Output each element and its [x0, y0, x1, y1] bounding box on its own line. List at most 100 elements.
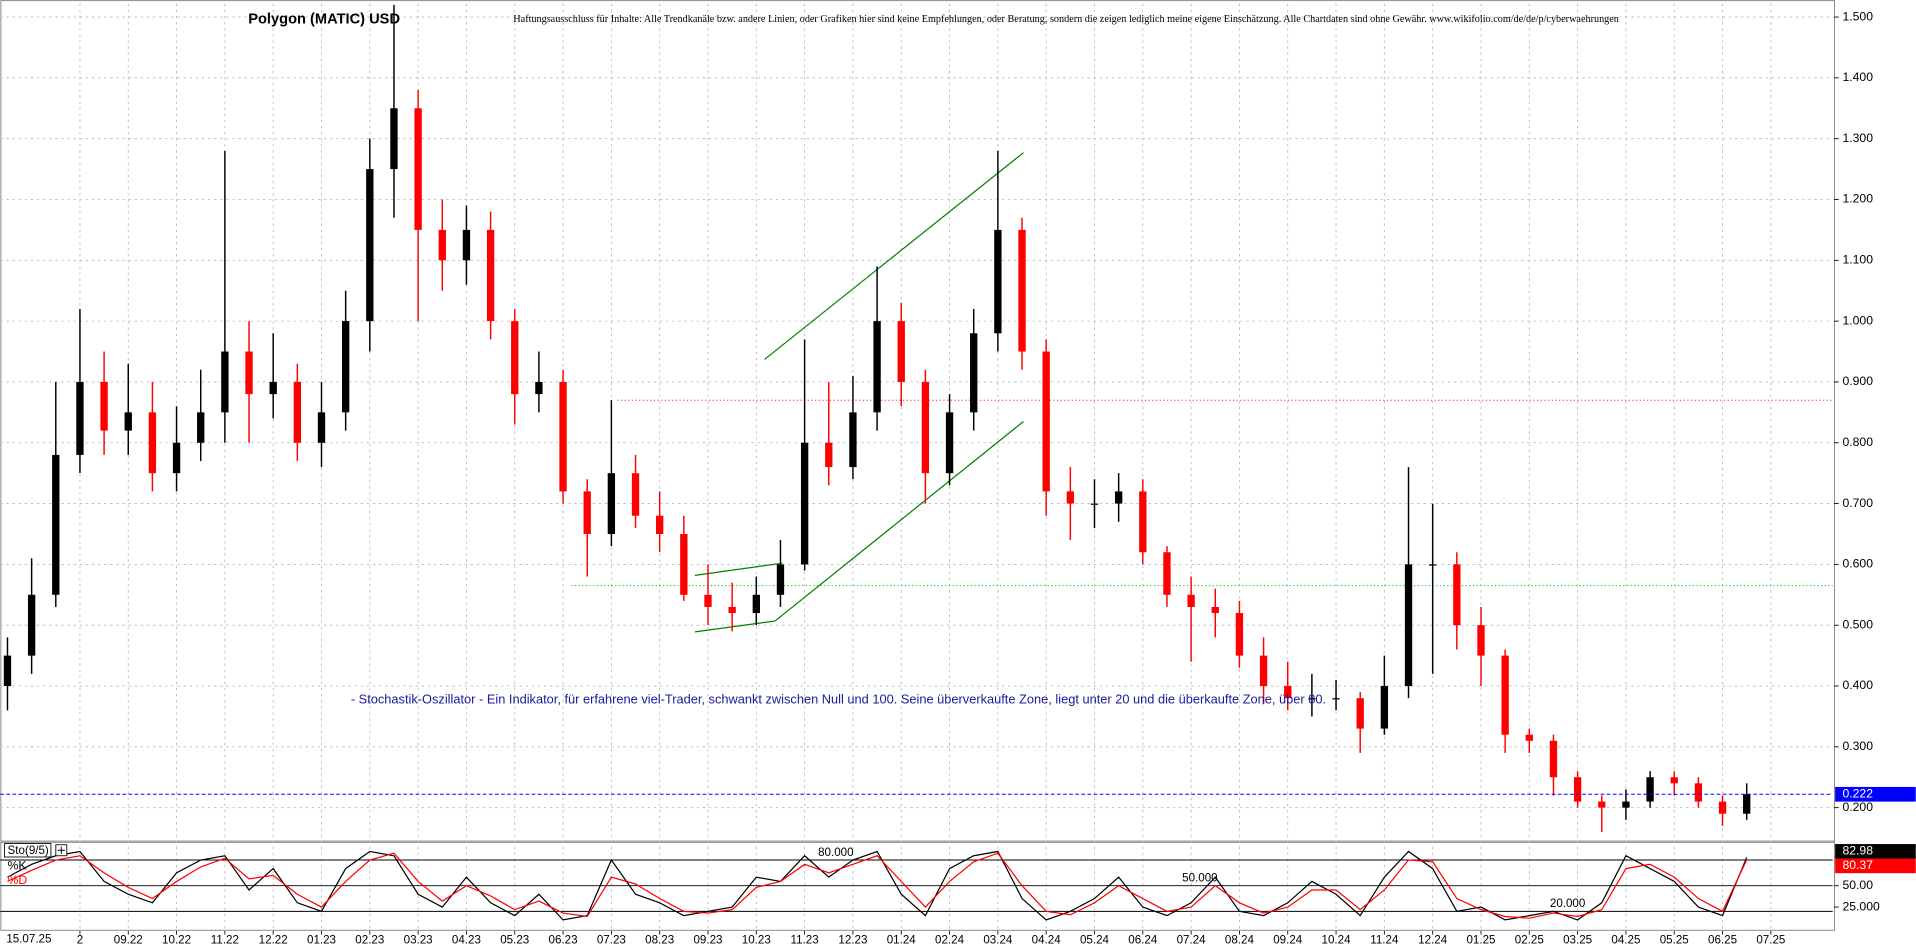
x-tick-label: 10.22: [162, 934, 191, 947]
candle-body: [390, 108, 398, 170]
x-tick-label: 11.23: [791, 934, 819, 947]
indicator-y-tick-label: 25.000: [1842, 899, 1880, 913]
indicator-last-label: 80.37: [1842, 858, 1873, 872]
date-label: 15.07.25: [6, 933, 51, 946]
candle-body: [728, 606, 736, 614]
candle-body: [994, 229, 1002, 334]
candle-body: [1284, 686, 1292, 699]
candle-body: [1380, 686, 1389, 729]
trend-line: [774, 420, 1024, 622]
indicator-level-label: 20.000: [1550, 897, 1585, 910]
legend-k: %K: [8, 858, 27, 872]
candle-body: [1066, 491, 1075, 504]
x-tick-label: 01.25: [1466, 934, 1495, 947]
candle-body: [317, 412, 326, 443]
x-tick-label: 06.25: [1708, 934, 1737, 947]
candle-body: [462, 229, 471, 261]
x-tick-label: 08.24: [1225, 934, 1255, 947]
candle-body: [873, 321, 881, 413]
candle-body: [341, 321, 350, 413]
candle-body: [1090, 503, 1099, 505]
candle-body: [148, 412, 157, 474]
candle-body: [1622, 801, 1630, 808]
candle-body: [1308, 698, 1316, 700]
y-tick-label: 0.800: [1842, 435, 1873, 449]
x-tick-label: 04.25: [1611, 934, 1640, 947]
candle-body: [1549, 740, 1558, 778]
x-tick-label: 05.23: [500, 934, 529, 947]
x-tick-label: 10.23: [742, 934, 771, 947]
indicator-line: [7, 850, 1748, 921]
candle-body: [897, 321, 905, 382]
candle-body: [1429, 564, 1437, 566]
chart-title: Polygon (MATIC) USD: [248, 11, 400, 27]
candle-body: [52, 454, 60, 595]
x-tick-label: 03.24: [983, 934, 1013, 947]
x-tick-label: 05.25: [1660, 934, 1689, 947]
price-panel: [0, 0, 1836, 842]
x-tick-label: 03.25: [1563, 934, 1592, 947]
candle-body: [1235, 613, 1244, 656]
candle-body: [1404, 564, 1413, 687]
candle-body: [1187, 594, 1195, 607]
y-tick-label: 0.400: [1842, 678, 1873, 692]
indicator-name-box: [4, 843, 52, 858]
x-tick-label: 07.24: [1177, 934, 1207, 947]
candle-body: [221, 351, 229, 413]
y-tick-label: 0.300: [1842, 739, 1873, 753]
candle-body: [607, 473, 616, 534]
candle-body: [535, 381, 543, 395]
candle-body: [1453, 564, 1461, 626]
x-tick-label: 12.23: [838, 934, 867, 947]
y-tick-label: 1.100: [1842, 253, 1873, 267]
candle-body: [1501, 655, 1509, 735]
labels: 0.200 0.300 0.400 0.500 0.600 0.700 0.800 0.900…: [77, 9, 1916, 947]
x-tick-label: 12.22: [259, 934, 288, 947]
x-tick-label: 04.23: [452, 934, 481, 947]
x-tick-label: 07.23: [597, 934, 626, 947]
candle-body: [704, 594, 712, 607]
trend-line: [694, 562, 783, 576]
annotation: - Stochastik-Oszillator - Ein Indikator,…: [351, 691, 1326, 706]
candle-body: [76, 381, 84, 455]
x-tick-label: 08.23: [645, 934, 674, 947]
candle-body: [172, 442, 181, 474]
y-tick-label: 1.200: [1842, 192, 1873, 206]
indicator-y-tick-label: 50.00: [1842, 878, 1873, 892]
y-tick-label: 0.200: [1842, 800, 1873, 814]
candle-body: [1573, 777, 1582, 802]
indicator-level-label: 50.000: [1182, 871, 1217, 884]
indicator-line: [7, 852, 1748, 919]
candle-body: [1042, 351, 1050, 492]
candle-body: [1718, 801, 1727, 814]
legend-d: %D: [8, 873, 28, 887]
x-tick-label: 02.25: [1515, 934, 1544, 947]
last-price-box: [1835, 786, 1916, 802]
candle-body: [1139, 491, 1147, 553]
candle-body: [1211, 606, 1219, 614]
last-price-label: 0.222: [1842, 786, 1873, 800]
candle-body: [970, 333, 978, 413]
plus-icon: [57, 846, 65, 854]
candle-body: [776, 564, 785, 595]
x-tick-label: 04.24: [1032, 934, 1062, 947]
candle-body: [1163, 552, 1171, 595]
x-tick-label: 12.24: [1418, 934, 1448, 947]
x-tick-label: 09.24: [1273, 934, 1303, 947]
candle-body: [945, 412, 954, 474]
candle-body: [849, 412, 857, 468]
x-tick-label: 01.23: [307, 934, 336, 947]
x-tick-label: 02.24: [935, 934, 965, 947]
x-tick-label: 06.23: [549, 934, 578, 947]
candle-body: [1525, 734, 1533, 741]
candle-body: [921, 381, 930, 474]
x-tick-label: 11.24: [1370, 934, 1399, 947]
y-tick-label: 0.600: [1842, 557, 1873, 571]
candle-body: [583, 491, 591, 534]
disclaimer: Haftungsausschluss für Inhalte: Alle Tre…: [513, 14, 1619, 25]
x-tick-label: 03.23: [404, 934, 433, 947]
y-tick-label: 1.500: [1842, 9, 1873, 23]
candle-body: [1694, 783, 1703, 802]
